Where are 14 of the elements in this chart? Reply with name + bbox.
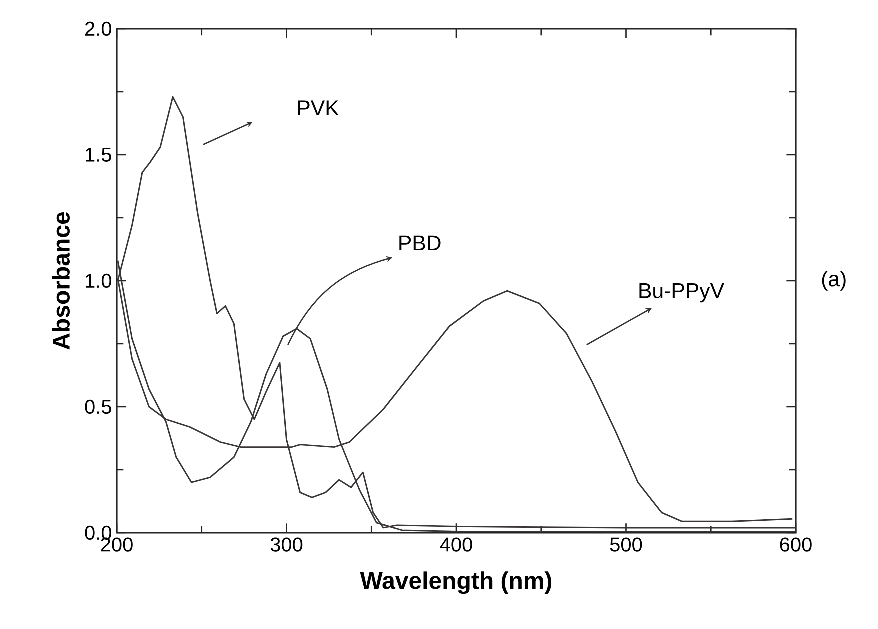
- annotation: PBD: [400, 236, 441, 251]
- text: (a): [822, 271, 846, 291]
- y-tick-label: 2.0: [85, 22, 112, 36]
- annotation: Bu-PPyV: [640, 284, 724, 303]
- x-axis-title: Wavelength (nm): [360, 572, 552, 594]
- annotation: PVK: [298, 100, 340, 116]
- y-tick-label: 1.5: [86, 148, 112, 162]
- y-tick-label: 1.0: [86, 274, 112, 288]
- x-tick-label: 600: [780, 538, 812, 552]
- y-tick-label: 0.5: [85, 400, 112, 414]
- x-tick-label: 500: [610, 538, 642, 552]
- x-tick-label: 400: [440, 538, 472, 552]
- y-axis-title: Absorbance: [52, 212, 70, 350]
- x-tick-label: 300: [270, 538, 303, 552]
